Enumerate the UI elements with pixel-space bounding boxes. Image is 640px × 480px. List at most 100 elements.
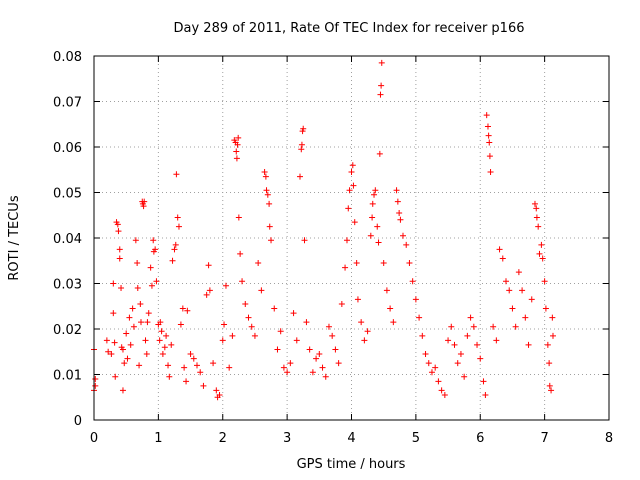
- data-point: [322, 373, 329, 380]
- x-tick-label: 4: [347, 431, 355, 446]
- data-point: [221, 321, 228, 328]
- data-point: [496, 246, 503, 253]
- data-point: [490, 323, 497, 330]
- data-point: [499, 255, 506, 262]
- data-point: [403, 241, 410, 248]
- data-point: [348, 169, 355, 176]
- data-point: [454, 360, 461, 367]
- data-point: [205, 262, 212, 269]
- data-point: [200, 382, 207, 389]
- data-point: [251, 332, 258, 339]
- data-point: [119, 387, 126, 394]
- data-point: [153, 278, 160, 285]
- data-point: [349, 162, 356, 169]
- data-point: [548, 387, 555, 394]
- grid: [94, 56, 609, 420]
- data-point: [464, 332, 471, 339]
- data-point: [301, 237, 308, 244]
- data-point: [338, 300, 345, 307]
- data-point: [397, 216, 404, 223]
- data-point: [134, 260, 141, 267]
- data-point: [374, 223, 381, 230]
- data-point: [531, 200, 538, 207]
- data-point: [123, 330, 130, 337]
- axis-ticks: [93, 55, 610, 421]
- data-point: [118, 285, 125, 292]
- data-point: [372, 187, 379, 194]
- data-point: [111, 339, 118, 346]
- data-point: [255, 260, 262, 267]
- data-point: [538, 241, 545, 248]
- data-point: [142, 337, 149, 344]
- data-point: [150, 237, 157, 244]
- data-point: [400, 232, 406, 239]
- data-point: [546, 382, 553, 389]
- data-point: [503, 278, 509, 285]
- data-point: [161, 344, 168, 351]
- data-point: [364, 328, 371, 335]
- data-point: [393, 187, 400, 194]
- data-point: [383, 287, 390, 294]
- data-point: [136, 362, 143, 369]
- data-point: [428, 369, 435, 376]
- data-point: [506, 287, 513, 294]
- y-tick-label: 0.01: [53, 369, 82, 384]
- data-point: [284, 369, 291, 376]
- y-tick-label: 0.06: [53, 141, 82, 156]
- data-point: [470, 323, 477, 330]
- data-point: [345, 205, 352, 212]
- data-point: [544, 341, 551, 348]
- data-point: [234, 141, 241, 148]
- x-tick-label: 8: [605, 431, 613, 446]
- data-point: [406, 260, 413, 267]
- data-point: [171, 246, 178, 253]
- data-point: [174, 214, 181, 221]
- data-point: [183, 378, 190, 385]
- data-point: [103, 337, 110, 344]
- data-point: [482, 391, 489, 398]
- data-point: [354, 296, 361, 303]
- data-point: [147, 264, 154, 271]
- x-axis-title: GPS time / hours: [297, 457, 406, 472]
- data-point: [127, 341, 134, 348]
- y-tick-label: 0: [74, 414, 82, 429]
- data-point: [233, 148, 240, 155]
- data-point: [541, 278, 548, 285]
- data-point: [268, 237, 275, 244]
- data-point: [277, 328, 284, 335]
- x-tick-labels: 0 1 2 3 4 5 6 7 8: [90, 431, 613, 446]
- data-point: [168, 341, 175, 348]
- y-tick-labels: 0 0.01 0.02 0.03 0.04 0.05 0.06 0.07 0.08: [53, 50, 82, 429]
- data-point: [156, 337, 163, 344]
- data-point: [412, 296, 419, 303]
- data-point: [137, 300, 144, 307]
- data-point: [233, 155, 240, 162]
- data-point: [92, 382, 99, 389]
- data-point: [342, 264, 349, 271]
- data-point: [264, 191, 271, 198]
- data-point: [148, 282, 155, 289]
- data-point: [512, 323, 519, 330]
- data-point: [549, 314, 556, 321]
- data-point: [509, 305, 516, 312]
- data-point: [112, 373, 119, 380]
- data-point: [126, 314, 133, 321]
- data-point: [157, 319, 164, 326]
- data-point: [390, 319, 397, 326]
- data-point: [319, 364, 326, 371]
- data-point: [137, 319, 144, 326]
- data-point: [116, 255, 123, 262]
- x-tick-label: 3: [283, 431, 291, 446]
- data-point: [105, 348, 112, 355]
- y-axis-title: ROTI / TECUs: [7, 195, 22, 280]
- data-point: [376, 150, 383, 157]
- data-point: [343, 237, 350, 244]
- data-point: [378, 82, 385, 89]
- data-point: [487, 169, 494, 176]
- data-point: [515, 269, 522, 276]
- data-point: [335, 360, 342, 367]
- data-point: [141, 198, 148, 205]
- x-tick-label: 7: [540, 431, 548, 446]
- data-point: [108, 351, 115, 358]
